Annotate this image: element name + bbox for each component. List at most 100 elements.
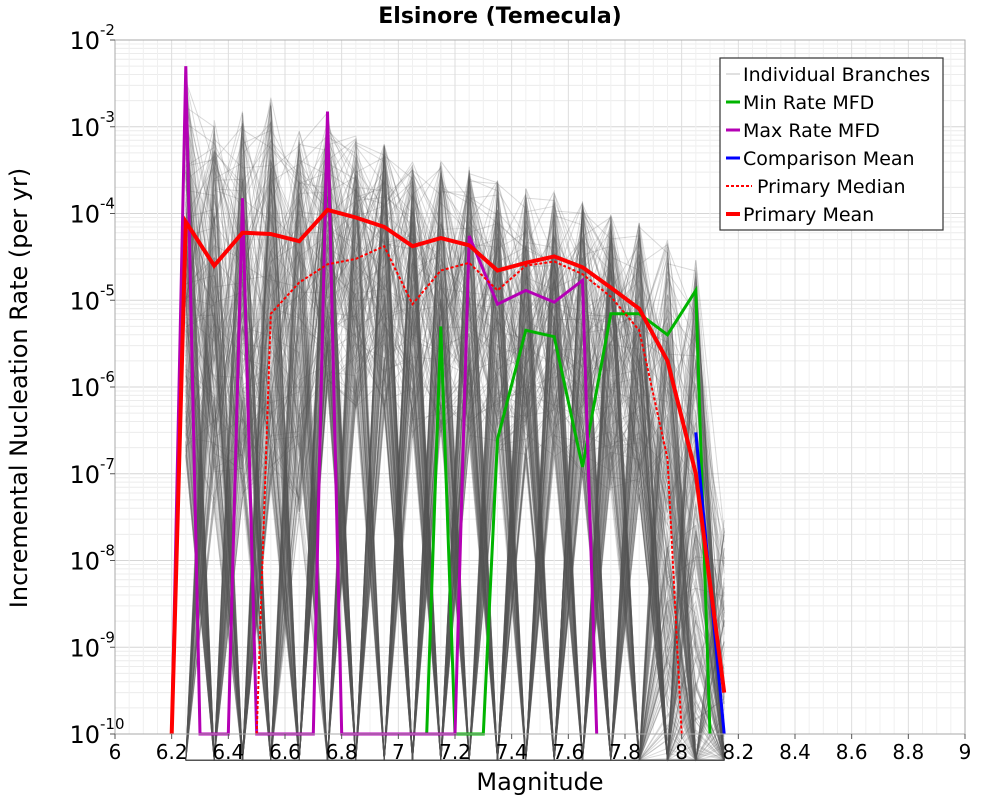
branch-curve xyxy=(185,188,725,761)
legend: Individual Branches Min Rate MFD Max Rate … xyxy=(719,57,944,231)
y-tick-exponent: -7 xyxy=(100,455,115,473)
branch-curve xyxy=(185,182,725,761)
branch-curve xyxy=(185,202,725,762)
branch-curve xyxy=(185,169,725,761)
y-tick-label: 10 xyxy=(69,634,100,662)
branch-curve xyxy=(185,214,725,761)
branch-curve xyxy=(185,170,725,761)
branch-curve xyxy=(185,78,725,761)
branch-curve xyxy=(185,129,725,761)
branch-curve xyxy=(185,112,725,761)
branch-curve xyxy=(185,128,725,761)
x-tick-label: 6.2 xyxy=(156,740,188,764)
legend-label: Comparison Mean xyxy=(743,148,915,170)
branch-curve xyxy=(185,125,725,762)
branch-curve xyxy=(185,175,725,761)
branch-curve xyxy=(185,205,725,761)
branch-curve xyxy=(185,122,725,761)
branch-curve xyxy=(185,196,725,761)
branch-curve xyxy=(185,153,725,761)
branch-curve xyxy=(185,111,725,761)
branch-curve xyxy=(185,100,725,761)
branch-curve xyxy=(185,149,725,761)
branch-curve xyxy=(185,82,725,761)
branch-curve xyxy=(185,159,725,761)
branch-curve xyxy=(185,201,725,761)
branch-curve xyxy=(185,221,725,761)
legend-label: Primary Median xyxy=(757,176,906,198)
branch-curve xyxy=(185,128,725,761)
branch-curve xyxy=(185,193,725,761)
branch-curve xyxy=(185,164,725,761)
branch-curve xyxy=(185,125,725,762)
branch-curve xyxy=(185,138,725,761)
branch-curve xyxy=(185,172,725,761)
branch-curve xyxy=(185,154,725,761)
x-tick-label: 6 xyxy=(109,740,122,764)
branch-curve xyxy=(185,202,725,761)
branch-curve xyxy=(185,218,725,761)
y-tick-label: 10 xyxy=(69,201,100,229)
branch-curve xyxy=(185,151,725,761)
branch-curve xyxy=(185,144,725,761)
branch-curve xyxy=(185,124,725,761)
branch-curve xyxy=(185,159,725,761)
branch-curve xyxy=(185,230,725,761)
branch-curve xyxy=(185,138,725,761)
branch-curve xyxy=(185,178,725,761)
x-axis-label: Magnitude xyxy=(476,768,603,796)
branch-curve xyxy=(185,143,725,761)
branch-curve xyxy=(185,216,725,761)
branch-curve xyxy=(185,199,725,761)
legend-label: Max Rate MFD xyxy=(743,120,880,142)
branch-curve xyxy=(185,189,725,761)
x-tick-label: 7.2 xyxy=(439,740,471,764)
legend-label: Min Rate MFD xyxy=(743,92,874,114)
branch-curve xyxy=(185,136,725,761)
branch-curve xyxy=(185,163,725,761)
branch-curve xyxy=(185,219,725,761)
branch-curve xyxy=(185,103,725,761)
branch-curve xyxy=(185,207,725,761)
branch-curve xyxy=(185,103,725,761)
branch-curve xyxy=(185,133,725,761)
branch-curve xyxy=(185,161,725,761)
branch-curve xyxy=(185,165,725,761)
branch-curve xyxy=(185,187,725,761)
branch-curve xyxy=(185,225,725,761)
branch-curve xyxy=(185,151,725,761)
branch-curve xyxy=(185,209,725,761)
y-tick-label: 10 xyxy=(69,114,100,142)
branch-curve xyxy=(185,127,725,761)
x-tick-label: 8.2 xyxy=(722,740,754,764)
x-tick-label: 8.4 xyxy=(779,740,811,764)
branch-curve xyxy=(185,149,725,761)
branch-curve xyxy=(185,159,725,762)
branch-curve xyxy=(185,127,725,761)
branch-curve xyxy=(185,263,725,761)
branch-curve xyxy=(185,224,725,761)
branch-curve xyxy=(185,174,725,761)
branch-curve xyxy=(185,214,725,761)
branch-curve xyxy=(185,170,725,761)
branch-curve xyxy=(185,194,725,761)
branch-curve xyxy=(185,119,725,761)
branch-curve xyxy=(185,204,725,761)
branch-curve xyxy=(185,121,725,761)
branch-curve xyxy=(185,212,725,761)
branch-curve xyxy=(185,184,725,761)
branch-curve xyxy=(185,131,725,761)
branch-curve xyxy=(185,143,725,761)
branch-curve xyxy=(185,114,725,761)
branch-curve xyxy=(185,221,725,761)
branch-curve xyxy=(185,177,725,761)
branch-curve xyxy=(185,113,725,761)
branch-curve xyxy=(185,128,725,761)
branch-curve xyxy=(185,224,725,761)
branch-curve xyxy=(185,104,725,761)
branch-curve xyxy=(185,140,725,761)
branch-curve xyxy=(185,205,725,761)
branch-curve xyxy=(185,248,725,761)
x-axis-ticks: 6 6.2 6.4 6.6 6.8 7 7.2 7.4 7.6 7.8 8 8.2 8.4 8.6 8.8 9 xyxy=(109,734,971,764)
branch-curve xyxy=(185,153,725,761)
